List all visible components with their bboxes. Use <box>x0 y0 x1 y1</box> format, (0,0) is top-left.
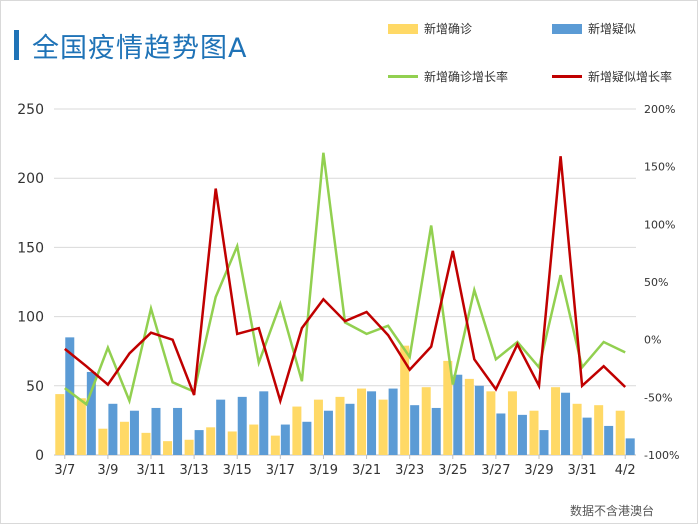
x-tick-label: 3/17 <box>266 463 295 478</box>
bar-suspected <box>625 438 635 455</box>
y-right-tick-label: 200% <box>644 103 675 116</box>
bar-suspected <box>582 417 592 455</box>
bar-suspected <box>410 405 420 455</box>
legend-label-confirmed: 新增确诊 <box>424 22 473 36</box>
legend-swatch-suspected <box>552 23 582 34</box>
bar-suspected <box>474 385 484 455</box>
bar-confirmed <box>594 405 604 455</box>
legend-swatch-confirmed <box>388 23 418 34</box>
legend-line-confirmed-growth <box>388 75 418 78</box>
bar-confirmed <box>464 378 474 455</box>
bar-suspected <box>604 425 614 455</box>
x-tick-label: 3/13 <box>180 463 209 478</box>
bar-suspected <box>561 392 571 455</box>
x-tick-label: 3/27 <box>481 463 510 478</box>
x-tick-label: 3/31 <box>568 463 597 478</box>
y-left-tick-label: 150 <box>17 240 44 256</box>
bar-confirmed <box>184 439 194 455</box>
bar-suspected <box>194 430 204 455</box>
legend-item-suspected-growth: 新增疑似增长率 <box>552 68 672 85</box>
x-tick-label: 3/9 <box>97 463 118 478</box>
bar-confirmed <box>119 421 129 455</box>
x-tick-label: 3/7 <box>54 463 75 478</box>
y-left-tick-label: 250 <box>17 102 44 118</box>
bar-suspected <box>237 396 247 455</box>
bar-suspected <box>86 371 96 455</box>
legend-item-confirmed: 新增确诊 <box>388 20 472 37</box>
bar-confirmed <box>378 399 388 455</box>
bar-confirmed <box>335 396 345 455</box>
bar-confirmed <box>421 387 431 455</box>
x-tick-label: 3/21 <box>352 463 381 478</box>
bar-confirmed <box>76 398 86 455</box>
x-tick-label: 3/29 <box>524 463 553 478</box>
bar-suspected <box>108 403 118 455</box>
bar-suspected <box>323 410 333 455</box>
bar-confirmed <box>206 427 216 455</box>
x-tick-label: 3/11 <box>136 463 165 478</box>
x-tick-label: 3/15 <box>223 463 252 478</box>
bar-confirmed <box>163 441 173 455</box>
bar-confirmed <box>572 403 582 455</box>
legend-label-suspected-growth: 新增疑似增长率 <box>588 70 673 84</box>
bar-confirmed <box>292 406 302 455</box>
bar-confirmed <box>443 360 453 455</box>
bar-confirmed <box>400 345 410 455</box>
bar-suspected <box>388 388 398 455</box>
line-suspected-growth <box>64 156 627 406</box>
legend-item-suspected: 新增疑似 <box>552 20 636 37</box>
bar-confirmed <box>227 431 237 455</box>
bar-confirmed <box>615 410 625 455</box>
y-right-tick-label: 0% <box>644 334 661 347</box>
bar-confirmed <box>357 388 367 455</box>
legend-line-suspected-growth <box>552 75 582 78</box>
y-right-tick-label: -100% <box>644 449 679 462</box>
bar-confirmed <box>141 432 151 455</box>
footnote: 数据不含港澳台 <box>569 504 654 518</box>
legend-label-confirmed-growth: 新增确诊增长率 <box>424 70 509 84</box>
x-tick-label: 3/19 <box>309 463 338 478</box>
bar-confirmed <box>249 424 259 455</box>
bar-suspected <box>129 410 139 455</box>
legend-item-confirmed-growth: 新增确诊增长率 <box>388 68 508 85</box>
bar-suspected <box>216 399 226 455</box>
bar-suspected <box>280 424 290 455</box>
bar-confirmed <box>529 410 539 455</box>
x-tick-label: 3/25 <box>438 463 467 478</box>
y-left-tick-label: 200 <box>17 171 44 187</box>
bar-confirmed <box>507 391 517 455</box>
bar-confirmed <box>270 435 280 455</box>
bar-suspected <box>367 391 377 455</box>
bar-confirmed <box>313 399 323 455</box>
bar-suspected <box>453 374 463 455</box>
bar-suspected <box>259 391 269 455</box>
y-right-tick-label: 100% <box>644 218 675 231</box>
bar-suspected <box>173 407 183 455</box>
y-left-tick-label: 0 <box>35 448 44 464</box>
bar-suspected <box>151 407 161 455</box>
bar-confirmed <box>486 391 496 455</box>
chart-title: 全国疫情趋势图A <box>32 33 248 64</box>
y-right-tick-label: -50% <box>644 391 672 404</box>
y-right-tick-label: 50% <box>644 276 668 289</box>
bar-suspected <box>539 430 549 455</box>
x-tick-label: 3/23 <box>395 463 424 478</box>
y-left-tick-label: 50 <box>26 379 44 395</box>
bar-confirmed <box>551 387 561 455</box>
bar-suspected <box>345 403 355 455</box>
bar-confirmed <box>55 394 65 455</box>
legend-label-suspected: 新增疑似 <box>588 22 637 36</box>
bar-suspected <box>431 407 441 455</box>
bar-suspected <box>302 421 312 455</box>
bar-suspected <box>496 413 506 455</box>
y-left-tick-label: 100 <box>17 310 44 326</box>
bar-confirmed <box>98 428 108 455</box>
y-right-tick-label: 150% <box>644 161 675 174</box>
title-accent-bar <box>14 30 19 60</box>
bar-suspected <box>517 414 527 455</box>
bar-suspected <box>65 337 75 455</box>
x-tick-label: 4/2 <box>615 463 636 478</box>
